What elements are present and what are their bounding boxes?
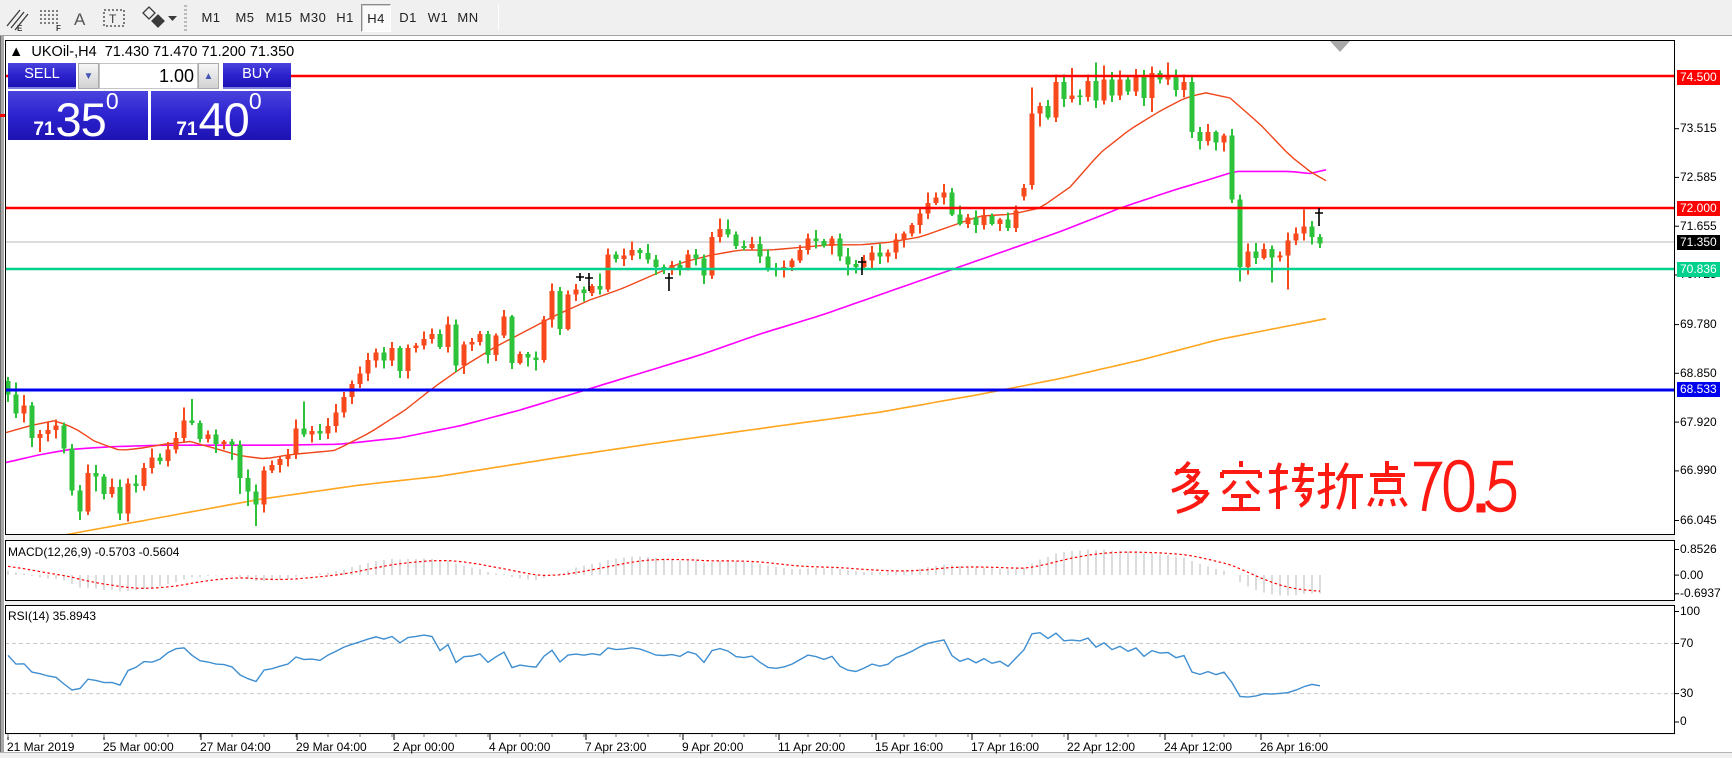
svg-text:E: E xyxy=(17,24,23,33)
svg-text:A: A xyxy=(74,10,86,29)
svg-text:T: T xyxy=(109,12,117,26)
svg-text:F: F xyxy=(56,24,61,33)
